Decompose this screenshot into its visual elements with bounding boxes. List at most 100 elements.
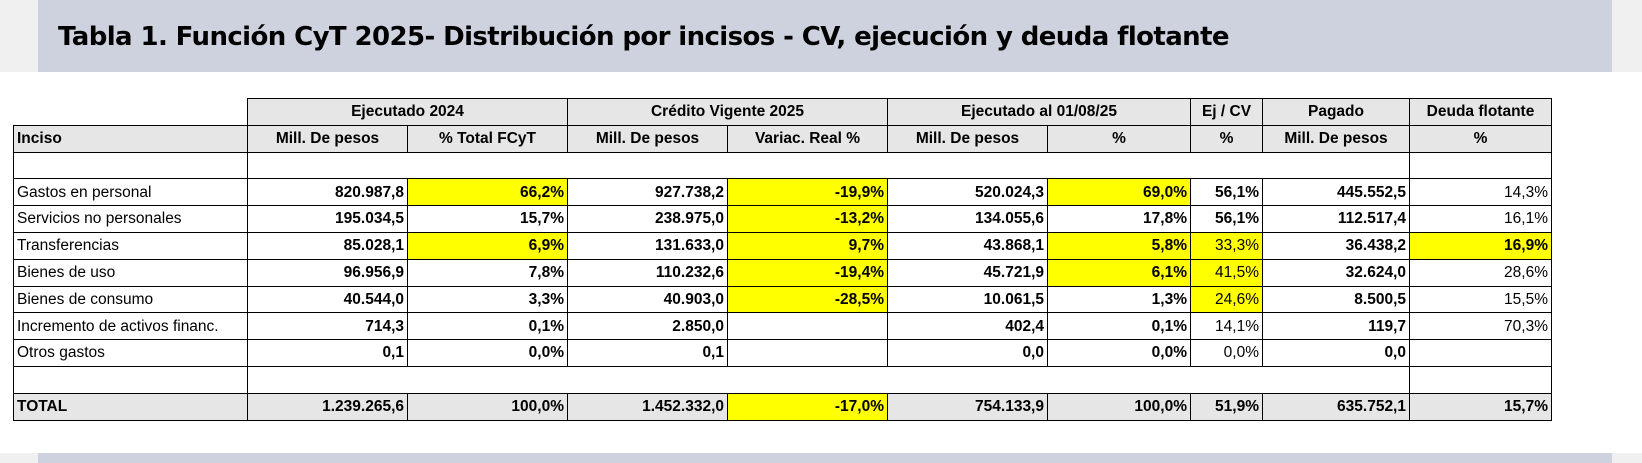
cell-pagado: 8.500,5 <box>1262 285 1410 314</box>
cell-deuda-flotante <box>1409 339 1552 367</box>
total-pagado: 635.752,1 <box>1262 392 1410 421</box>
cell-ejecutado-2024: 195.034,5 <box>247 205 408 233</box>
total-row: TOTAL 1.239.265,6 100,0% 1.452.332,0 -17… <box>13 392 1552 421</box>
cell-credito-vigente: 110.232,6 <box>567 258 728 287</box>
cell-pct-total: 0,0% <box>407 339 568 367</box>
table-row: Gastos en personal 820.987,8 66,2% 927.7… <box>13 178 1552 207</box>
subheader-c1: Mill. De pesos <box>247 124 408 153</box>
cell-ejecutado: 402,4 <box>887 312 1048 341</box>
header-blank-cell <box>13 98 248 126</box>
cell-pct-total: 7,8% <box>407 258 568 287</box>
cell-pct-total: 3,3% <box>407 285 568 314</box>
cell-ejecutado-pct: 0,0% <box>1047 339 1191 367</box>
group-ejecutado-al: Ejecutado al 01/08/25 <box>887 98 1191 126</box>
cell-ejecutado: 10.061,5 <box>887 285 1048 314</box>
spacer-row <box>13 366 1552 394</box>
row-label: Transferencias <box>13 231 248 260</box>
spacer-row <box>13 152 1552 179</box>
total-pct-total: 100,0% <box>407 392 568 421</box>
table-row: Servicios no personales 195.034,5 15,7% … <box>13 205 1552 233</box>
cell-ejecutado-2024: 85.028,1 <box>247 231 408 260</box>
cell-ejecutado-2024: 0,1 <box>247 339 408 367</box>
cell-deuda-flotante: 16,9% <box>1409 231 1552 260</box>
budget-table: Ejecutado 2024 Crédito Vigente 2025 Ejec… <box>13 98 1552 421</box>
group-credito-vigente-2025: Crédito Vigente 2025 <box>567 98 888 126</box>
cell-credito-vigente: 40.903,0 <box>567 285 728 314</box>
cell-variacion-real: -13,2% <box>727 205 888 233</box>
row-label: Bienes de uso <box>13 258 248 287</box>
subheader-row: Inciso Mill. De pesos % Total FCyT Mill.… <box>13 124 1552 153</box>
cell-ejecutado-pct: 17,8% <box>1047 205 1191 233</box>
cell-variacion-real: -28,5% <box>727 285 888 314</box>
cell-ejecutado-pct: 5,8% <box>1047 231 1191 260</box>
total-ej-cv: 51,9% <box>1190 392 1263 421</box>
group-ej-cv: Ej / CV <box>1190 98 1263 126</box>
cell-deuda-flotante: 28,6% <box>1409 258 1552 287</box>
cell-ej-cv: 41,5% <box>1190 258 1263 287</box>
cell-pagado: 119,7 <box>1262 312 1410 341</box>
cell-variacion-real: 9,7% <box>727 231 888 260</box>
table-row: Otros gastos 0,1 0,0% 0,1 0,0 0,0% 0,0% … <box>13 339 1552 367</box>
cell-pagado: 445.552,5 <box>1262 178 1410 207</box>
cell-credito-vigente: 927.738,2 <box>567 178 728 207</box>
subheader-c7: % <box>1190 124 1263 153</box>
cell-variacion-real: -19,9% <box>727 178 888 207</box>
total-ejecutado-2024: 1.239.265,6 <box>247 392 408 421</box>
cell-ejecutado-2024: 96.956,9 <box>247 258 408 287</box>
total-variacion-real: -17,0% <box>727 392 888 421</box>
cell-credito-vigente: 131.633,0 <box>567 231 728 260</box>
cell-credito-vigente: 238.975,0 <box>567 205 728 233</box>
cell-deuda-flotante: 16,1% <box>1409 205 1552 233</box>
subheader-c6: % <box>1047 124 1191 153</box>
table-row: Bienes de consumo 40.544,0 3,3% 40.903,0… <box>13 285 1552 314</box>
group-deuda-flotante: Deuda flotante <box>1409 98 1552 126</box>
total-label: TOTAL <box>13 392 248 421</box>
subheader-c3: Mill. De pesos <box>567 124 728 153</box>
table-row: Transferencias 85.028,1 6,9% 131.633,0 9… <box>13 231 1552 260</box>
cell-ej-cv: 24,6% <box>1190 285 1263 314</box>
cell-ejecutado-pct: 1,3% <box>1047 285 1191 314</box>
total-ejecutado-pct: 100,0% <box>1047 392 1191 421</box>
cell-ejecutado-2024: 40.544,0 <box>247 285 408 314</box>
cell-pct-total: 66,2% <box>407 178 568 207</box>
cell-credito-vigente: 0,1 <box>567 339 728 367</box>
page-title: Tabla 1. Función CyT 2025- Distribución … <box>58 22 1230 52</box>
group-pagado: Pagado <box>1262 98 1410 126</box>
group-header-row: Ejecutado 2024 Crédito Vigente 2025 Ejec… <box>13 98 1552 126</box>
cell-variacion-real <box>727 339 888 367</box>
total-deuda-flotante: 15,7% <box>1409 392 1552 421</box>
cell-ejecutado: 0,0 <box>887 339 1048 367</box>
cell-ej-cv: 56,1% <box>1190 178 1263 207</box>
subheader-c9: % <box>1409 124 1552 153</box>
table-row: Incremento de activos financ. 714,3 0,1%… <box>13 312 1552 341</box>
cell-ej-cv: 0,0% <box>1190 339 1263 367</box>
cell-ejecutado: 45.721,9 <box>887 258 1048 287</box>
cell-ej-cv: 56,1% <box>1190 205 1263 233</box>
cell-variacion-real <box>727 312 888 341</box>
cell-pct-total: 6,9% <box>407 231 568 260</box>
cell-deuda-flotante: 14,3% <box>1409 178 1552 207</box>
cell-pagado: 36.438,2 <box>1262 231 1410 260</box>
cell-variacion-real: -19,4% <box>727 258 888 287</box>
row-label: Incremento de activos financ. <box>13 312 248 341</box>
row-label: Servicios no personales <box>13 205 248 233</box>
subheader-inciso: Inciso <box>13 124 248 153</box>
total-credito-vigente: 1.452.332,0 <box>567 392 728 421</box>
cell-pagado: 32.624,0 <box>1262 258 1410 287</box>
cell-ej-cv: 33,3% <box>1190 231 1263 260</box>
subheader-c5: Mill. De pesos <box>887 124 1048 153</box>
cell-pagado: 0,0 <box>1262 339 1410 367</box>
cell-credito-vigente: 2.850,0 <box>567 312 728 341</box>
cell-ejecutado: 134.055,6 <box>887 205 1048 233</box>
cell-pct-total: 0,1% <box>407 312 568 341</box>
cell-pagado: 112.517,4 <box>1262 205 1410 233</box>
row-label: Otros gastos <box>13 339 248 367</box>
title-banner <box>38 0 1612 72</box>
subheader-c8: Mill. De pesos <box>1262 124 1410 153</box>
total-ejecutado: 754.133,9 <box>887 392 1048 421</box>
cell-deuda-flotante: 15,5% <box>1409 285 1552 314</box>
cell-ejecutado: 43.868,1 <box>887 231 1048 260</box>
cell-ej-cv: 14,1% <box>1190 312 1263 341</box>
row-label: Gastos en personal <box>13 178 248 207</box>
cell-ejecutado-pct: 6,1% <box>1047 258 1191 287</box>
